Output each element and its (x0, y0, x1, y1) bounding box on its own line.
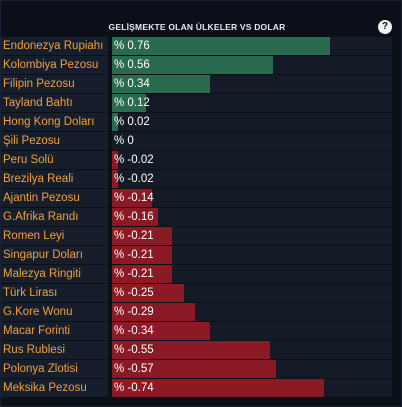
bar-track: % -0.21 (112, 227, 392, 245)
currency-label: Romen Leyi (1, 227, 109, 245)
value-bar (112, 360, 276, 378)
widget-title: GELİŞMEKTE OLAN ÜLKELER VS DOLAR (108, 22, 286, 32)
currency-label: Türk Lirası (1, 284, 109, 302)
currency-label: Brezilya Reali (1, 170, 109, 188)
list-item[interactable]: Türk Lirası % -0.25 (1, 284, 402, 302)
currency-label: G.Kore Wonu (1, 303, 109, 321)
value-text: % -0.21 (114, 230, 154, 242)
bar-track: % 0.56 (112, 56, 392, 74)
bar-track: % 0.76 (112, 37, 392, 55)
value-text: % 0 (114, 135, 134, 147)
list-item[interactable]: Endonezya Rupiahı % 0.76 (1, 37, 402, 55)
currency-label: G.Afrika Randı (1, 208, 109, 226)
bar-track: % -0.55 (112, 341, 392, 359)
currency-label: Ajantin Pezosu (1, 189, 109, 207)
value-text: % -0.02 (114, 154, 154, 166)
value-text: % -0.55 (114, 344, 154, 356)
list-item[interactable]: Malezya Ringiti % -0.21 (1, 265, 402, 283)
bar-track: % 0.34 (112, 75, 392, 93)
value-bar (112, 113, 118, 131)
value-bar (112, 94, 147, 112)
bar-track: % -0.02 (112, 151, 392, 169)
value-text: % -0.21 (114, 249, 154, 261)
bar-track: % 0.02 (112, 113, 392, 131)
currency-label: Rus Rublesi (1, 341, 109, 359)
bar-track: % -0.29 (112, 303, 392, 321)
currency-label: Malezya Ringiti (1, 265, 109, 283)
value-bar (112, 322, 210, 340)
value-text: % -0.25 (114, 287, 154, 299)
value-text: % -0.14 (114, 192, 154, 204)
currency-label: Hong Kong Doları (1, 113, 109, 131)
currency-label: Tayland Bahtı (1, 94, 109, 112)
value-text: % 0.02 (114, 116, 150, 128)
list-item[interactable]: Singapur Doları % -0.21 (1, 246, 402, 264)
bar-track: % -0.57 (112, 360, 392, 378)
help-icon[interactable]: ? (378, 20, 392, 34)
value-bar (112, 303, 196, 321)
currency-label: Filipin Pezosu (1, 75, 109, 93)
list-item[interactable]: Macar Forinti % -0.34 (1, 322, 402, 340)
value-bar (112, 75, 210, 93)
currency-label: Macar Forinti (1, 322, 109, 340)
value-text: % -0.02 (114, 173, 154, 185)
bar-track: % -0.34 (112, 322, 392, 340)
bar-track: % -0.16 (112, 208, 392, 226)
currency-label: Kolombiya Pezosu (1, 56, 109, 74)
value-bar (112, 189, 153, 207)
bar-track: % 0.12 (112, 94, 392, 112)
value-bar (112, 246, 173, 264)
currency-label: Şili Pezosu (1, 132, 109, 150)
bar-track: % -0.14 (112, 189, 392, 207)
list-item[interactable]: Hong Kong Doları % 0.02 (1, 113, 402, 131)
value-text: % -0.16 (114, 211, 154, 223)
value-bar (112, 227, 173, 245)
currency-label: Endonezya Rupiahı (1, 37, 109, 55)
currency-label: Meksika Pezosu (1, 379, 109, 397)
value-bar (112, 37, 330, 55)
list-item[interactable]: Polonya Zlotisi % -0.57 (1, 360, 402, 378)
value-text: % 0.56 (114, 59, 150, 71)
list-item[interactable]: Rus Rublesi % -0.55 (1, 341, 402, 359)
value-bar (112, 284, 184, 302)
list-item[interactable]: G.Kore Wonu % -0.29 (1, 303, 402, 321)
list-item[interactable]: Filipin Pezosu % 0.34 (1, 75, 402, 93)
bar-track: % -0.25 (112, 284, 392, 302)
list-item[interactable]: Tayland Bahtı % 0.12 (1, 94, 402, 112)
value-text: % 0.76 (114, 40, 150, 52)
list-item[interactable]: Ajantin Pezosu % -0.14 (1, 189, 402, 207)
value-text: % -0.74 (114, 382, 154, 394)
currency-list: Endonezya Rupiahı % 0.76 Kolombiya Pezosu%… (1, 37, 402, 398)
value-text: % -0.34 (114, 325, 154, 337)
value-bar (112, 379, 325, 397)
bar-track: % -0.21 (112, 246, 392, 264)
value-text: % -0.29 (114, 306, 154, 318)
value-bar (112, 151, 118, 169)
widget-header: GELİŞMEKTE OLAN ÜLKELER VS DOLAR ? (1, 17, 402, 37)
list-item[interactable]: Peru Solü % -0.02 (1, 151, 402, 169)
bar-track: % -0.02 (112, 170, 392, 188)
value-text: % 0.34 (114, 78, 150, 90)
list-item[interactable]: Şili Pezosu % 0 (1, 132, 402, 150)
bar-track: % -0.74 (112, 379, 392, 397)
currency-label: Singapur Doları (1, 246, 109, 264)
value-text: % -0.21 (114, 268, 154, 280)
currency-label: Peru Solü (1, 151, 109, 169)
value-bar (112, 341, 270, 359)
list-item[interactable]: Kolombiya Pezosu % 0.56 (1, 56, 402, 74)
value-bar (112, 265, 173, 283)
value-bar (112, 56, 273, 74)
currency-label: Polonya Zlotisi (1, 360, 109, 378)
value-text: % 0.12 (114, 97, 150, 109)
value-bar (112, 170, 118, 188)
list-item[interactable]: Meksika Pezosu % -0.74 (1, 379, 402, 397)
value-bar (112, 208, 158, 226)
bar-track: % 0 (112, 132, 392, 150)
bar-track: % -0.21 (112, 265, 392, 283)
list-item[interactable]: Brezilya Reali % -0.02 (1, 170, 402, 188)
list-item[interactable]: Romen Leyi % -0.21 (1, 227, 402, 245)
value-text: % -0.57 (114, 363, 154, 375)
list-item[interactable]: G.Afrika Randı % -0.16 (1, 208, 402, 226)
